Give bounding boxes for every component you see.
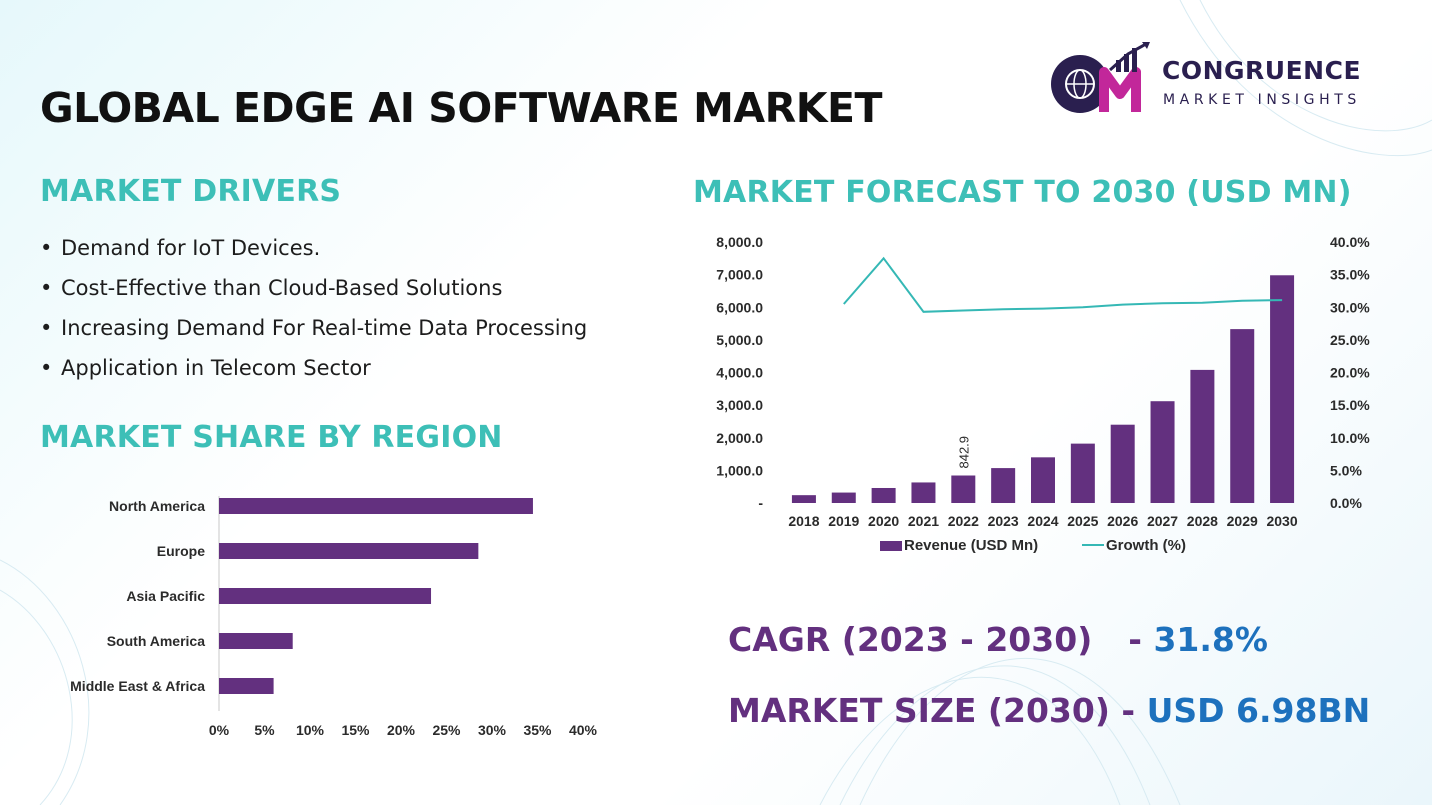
tick-label: 15% — [341, 722, 370, 738]
bar — [1031, 457, 1055, 503]
bar — [219, 678, 274, 694]
market-size-label: MARKET SIZE (2030) — [728, 691, 1110, 730]
tick-label: 30% — [478, 722, 507, 738]
list-item: • Cost-Effective than Cloud-Based Solutio… — [40, 276, 503, 300]
x-tick-label: 2029 — [1227, 513, 1258, 529]
cagr-stat: CAGR (2023 - 2030) - 31.8% — [728, 620, 1268, 659]
x-tick-label: 2021 — [908, 513, 939, 529]
x-tick-label: 2030 — [1266, 513, 1297, 529]
list-item: • Increasing Demand For Real-time Data Pr… — [40, 316, 588, 340]
x-tick-label: 2026 — [1107, 513, 1138, 529]
cagr-label: CAGR (2023 - 2030) — [728, 620, 1093, 659]
legend-label: Growth (%) — [1106, 537, 1186, 554]
driver-text: Increasing Demand For Real-time Data Pro… — [61, 316, 588, 340]
tick-label: 40% — [569, 722, 598, 738]
y-left-tick: 2,000.0 — [716, 430, 763, 446]
bar — [951, 475, 976, 503]
bar — [1070, 443, 1095, 503]
growth-line — [843, 256, 1283, 313]
legend-label: Revenue (USD Mn) — [904, 537, 1038, 554]
y-left-tick: 8,000.0 — [716, 234, 763, 250]
y-right-tick: 5.0% — [1330, 462, 1362, 478]
forecast-heading: MARKET FORECAST TO 2030 (USD MN) — [693, 175, 1352, 210]
cagr-value: 31.8% — [1153, 620, 1268, 659]
bar — [219, 543, 479, 559]
y-left-tick: 4,000.0 — [716, 365, 763, 381]
page-title: GLOBAL EDGE AI SOFTWARE MARKET — [40, 84, 882, 132]
y-left-tick: 6,000.0 — [716, 299, 763, 315]
tick-label: 0% — [209, 722, 230, 738]
y-right-tick: 30.0% — [1330, 299, 1370, 315]
bar — [1230, 329, 1255, 503]
x-tick-label: 2020 — [868, 513, 899, 529]
y-right-tick: 20.0% — [1330, 365, 1370, 381]
tick-label: 10% — [296, 722, 325, 738]
x-tick-label: 2028 — [1187, 513, 1218, 529]
bar — [1270, 275, 1295, 503]
legend-bar-swatch — [880, 541, 902, 551]
y-left-tick: 1,000.0 — [716, 462, 763, 478]
x-tick-label: 2018 — [788, 513, 819, 529]
bar — [1190, 369, 1215, 503]
y-right-tick: 25.0% — [1330, 332, 1370, 348]
list-item: • Demand for IoT Devices. — [40, 236, 321, 260]
y-right-tick: 40.0% — [1330, 234, 1370, 250]
tick-label: 35% — [523, 722, 552, 738]
y-right-tick: 0.0% — [1330, 495, 1362, 511]
drivers-heading: MARKET DRIVERS — [40, 174, 342, 209]
driver-text: Cost-Effective than Cloud-Based Solution… — [61, 276, 503, 300]
logo-mark-icon — [1051, 42, 1150, 113]
x-tick-label: 2027 — [1147, 513, 1178, 529]
y-right-tick: 15.0% — [1330, 397, 1370, 413]
driver-text: Demand for IoT Devices. — [61, 236, 321, 260]
logo-name: CONGRUENCE — [1162, 56, 1362, 85]
x-tick-label: 2025 — [1067, 513, 1098, 529]
x-tick-label: 2023 — [988, 513, 1019, 529]
bar — [1110, 424, 1135, 503]
category-label: Europe — [157, 543, 205, 559]
market-size-value: USD 6.98BN — [1146, 691, 1371, 730]
category-label: South America — [107, 633, 205, 649]
list-item: • Application in Telecom Sector — [40, 356, 371, 380]
y-left-tick: - — [758, 495, 763, 511]
y-left-tick: 3,000.0 — [716, 397, 763, 413]
tick-label: 25% — [432, 722, 461, 738]
bar — [219, 588, 432, 604]
tick-label: 5% — [254, 722, 275, 738]
forecast-chart: - 1,000.0 2,000.0 3,000.0 4,000.0 5,000.0 6,00… — [716, 234, 1370, 554]
bar — [219, 633, 293, 649]
tick-label: 20% — [387, 722, 416, 738]
category-label: Asia Pacific — [126, 588, 205, 604]
data-label: 842.9 — [956, 436, 971, 469]
region-heading: MARKET SHARE BY REGION — [40, 420, 503, 455]
logo: CONGRUENCE MARKET INSIGHTS — [1046, 42, 1396, 116]
drivers-list: • Demand for IoT Devices. • Cost-Effective… — [40, 231, 587, 391]
x-tick-label: 2022 — [948, 513, 979, 529]
y-right-tick: 10.0% — [1330, 430, 1370, 446]
driver-text: Application in Telecom Sector — [61, 356, 371, 380]
bar — [831, 492, 856, 503]
market-size-stat: MARKET SIZE (2030) - USD 6.98BN — [728, 691, 1370, 730]
y-left-tick: 7,000.0 — [716, 267, 763, 283]
bar — [791, 495, 816, 503]
region-share-chart: North America Europe Asia Pacific South Ame… — [70, 496, 598, 738]
logo-tagline: MARKET INSIGHTS — [1163, 92, 1361, 108]
category-label: North America — [109, 498, 205, 514]
x-tick-label: 2019 — [828, 513, 859, 529]
y-left-tick: 5,000.0 — [716, 332, 763, 348]
bar — [1150, 401, 1175, 503]
y-right-tick: 35.0% — [1330, 267, 1370, 283]
bar — [991, 468, 1016, 503]
category-label: Middle East & Africa — [70, 678, 205, 694]
x-tick-label: 2024 — [1027, 513, 1058, 529]
market-size-separator: - — [1109, 691, 1147, 730]
cagr-separator: - — [1128, 620, 1154, 659]
bar — [219, 498, 533, 514]
bar — [871, 487, 896, 503]
bar — [911, 482, 936, 503]
